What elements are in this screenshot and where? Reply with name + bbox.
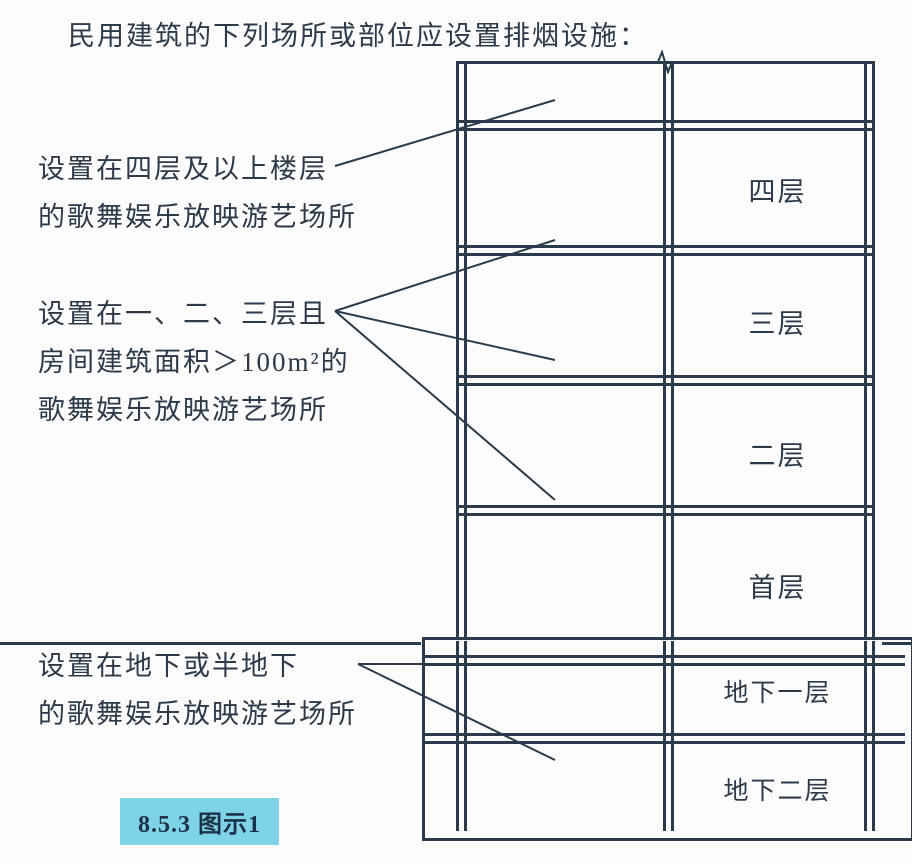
diagram-title: 民用建筑的下列场所或部位应设置排烟设施：	[68, 14, 648, 53]
wall-inner-left	[464, 61, 467, 637]
wall-outer-right	[872, 61, 875, 637]
building-section: 四层 三层 二层 首层 地下一层 地下二层	[450, 55, 880, 835]
annotation-line: 设置在一、二、三层且	[38, 290, 350, 338]
floor-slab	[456, 245, 874, 256]
annotation-line: 设置在地下或半地下	[38, 642, 357, 690]
annotation-line: 房间建筑面积＞100m²的	[38, 338, 350, 386]
center-column	[663, 61, 674, 637]
annotation-line: 设置在四层及以上楼层	[38, 145, 357, 193]
figure-tag: 8.5.3 图示1	[120, 798, 279, 845]
floor-label-b2: 地下二层	[695, 771, 860, 807]
floor-slab	[456, 375, 874, 386]
annotation-line: 的歌舞娱乐放映游艺场所	[38, 690, 357, 738]
basement-slab	[425, 655, 905, 666]
basement-slab	[425, 733, 905, 744]
annotation-line: 歌舞娱乐放映游艺场所	[38, 386, 350, 434]
annotation-1-3f-100m2: 设置在一、二、三层且 房间建筑面积＞100m²的 歌舞娱乐放映游艺场所	[38, 290, 350, 434]
floor-slab	[456, 120, 874, 131]
wall-inner-right	[864, 61, 867, 637]
annotation-4f-and-above: 设置在四层及以上楼层 的歌舞娱乐放映游艺场所	[38, 145, 357, 241]
floor-label-2: 二层	[695, 434, 860, 473]
floor-label-1: 首层	[695, 566, 860, 605]
floor-label-3: 三层	[695, 302, 860, 341]
floor-label-b1: 地下一层	[695, 673, 860, 709]
floor-slab	[456, 505, 874, 516]
floor-label-4: 四层	[695, 170, 860, 209]
wall-outer-left	[456, 61, 459, 637]
annotation-line: 的歌舞娱乐放映游艺场所	[38, 193, 357, 241]
annotation-basement: 设置在地下或半地下 的歌舞娱乐放映游艺场所	[38, 642, 357, 738]
